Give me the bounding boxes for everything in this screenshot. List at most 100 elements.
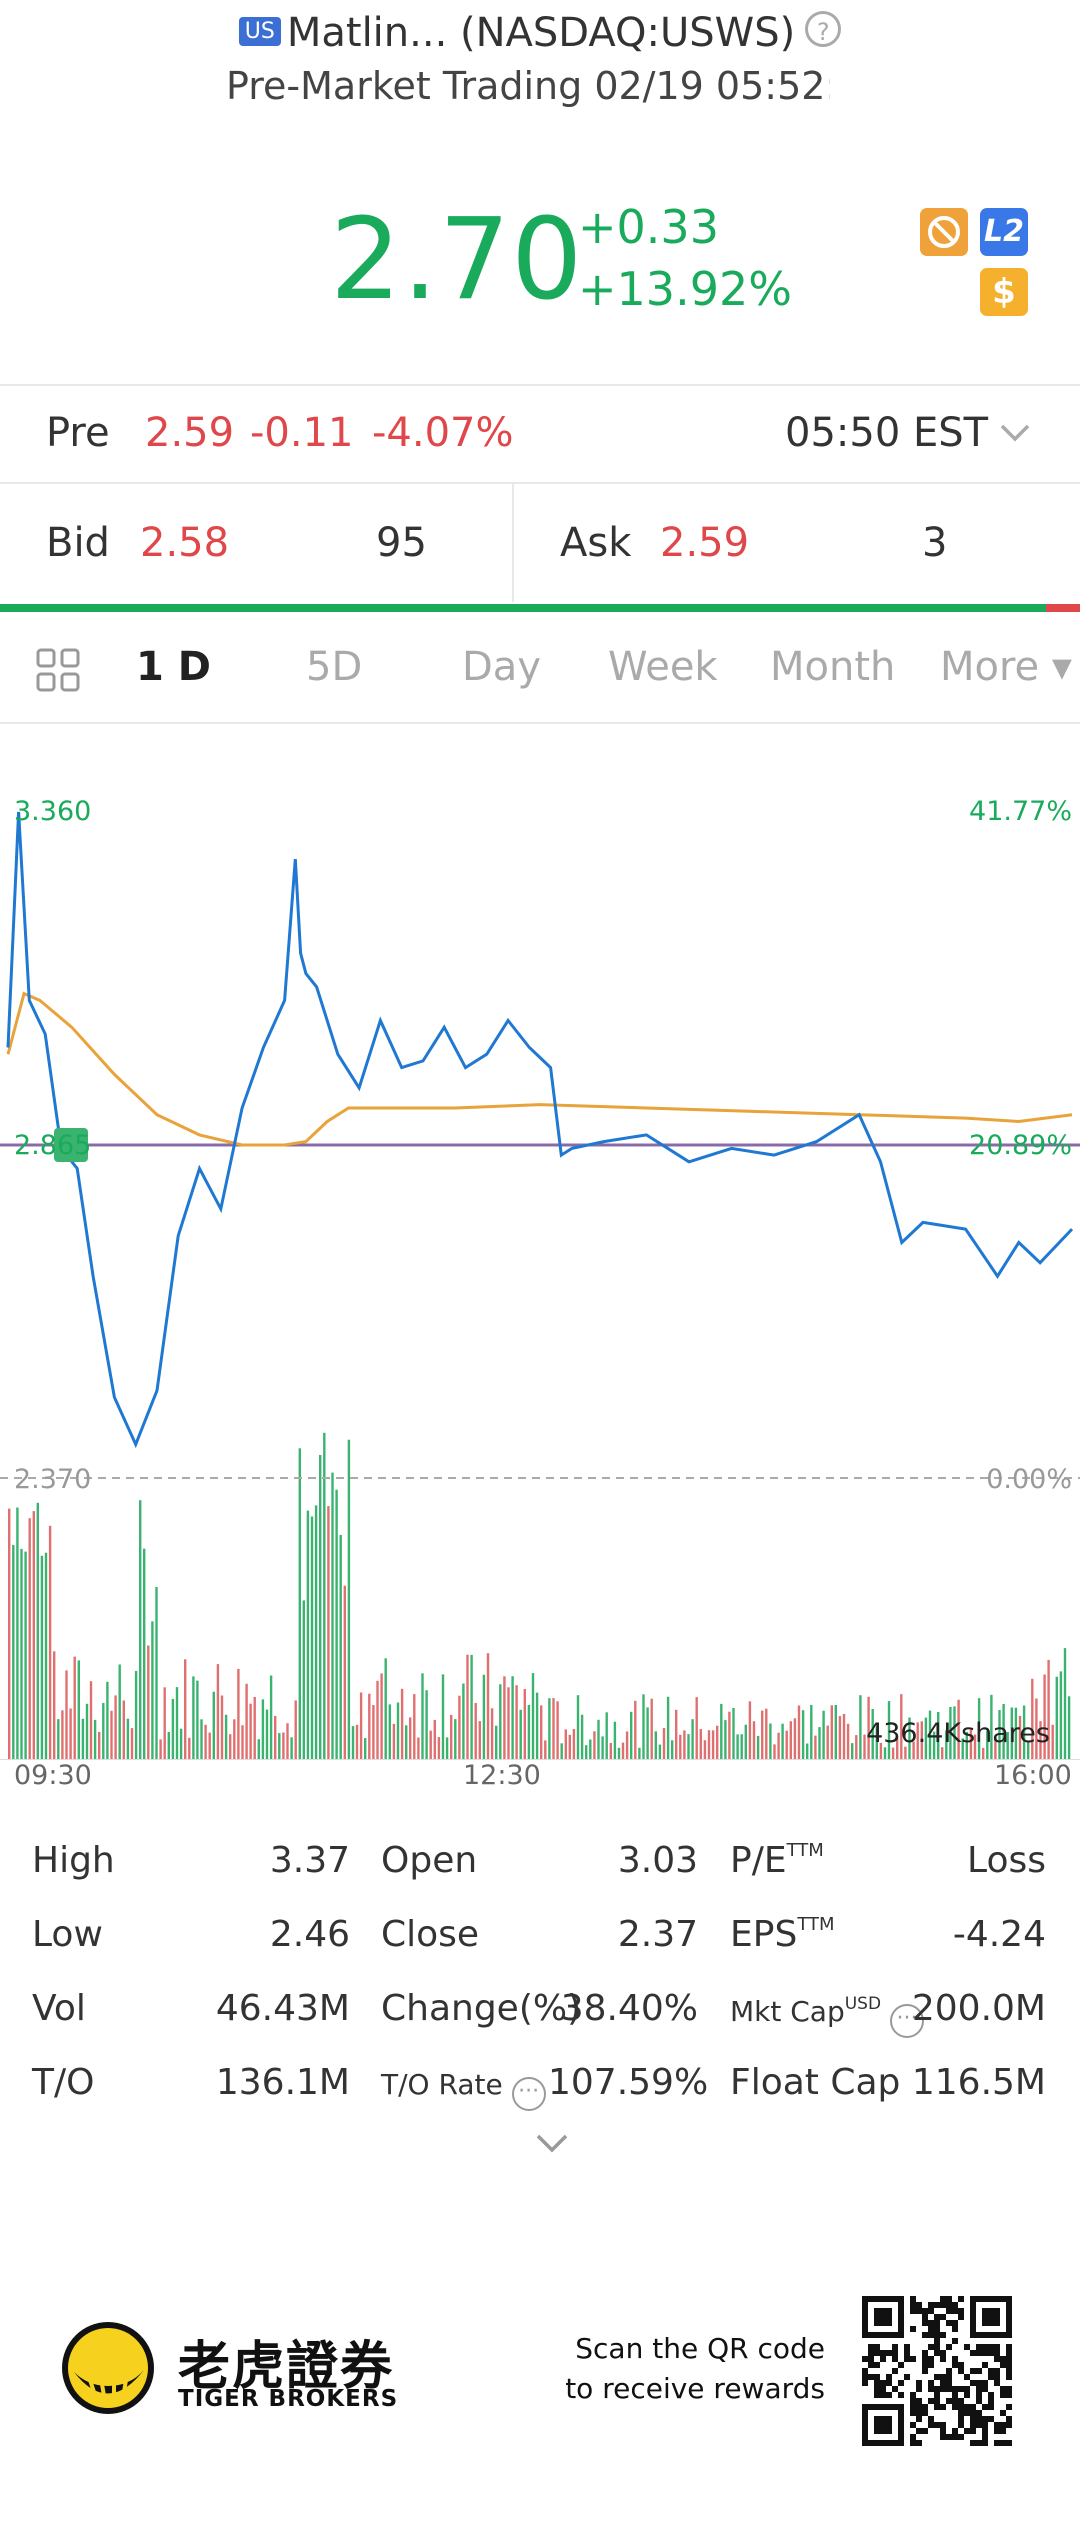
- no-short-icon[interactable]: [920, 208, 968, 256]
- stat-label-change-pct: Change(%): [381, 1988, 582, 2029]
- ask-price: 2.59: [660, 520, 750, 566]
- dollar-icon[interactable]: $: [980, 268, 1028, 316]
- volume-bar: [842, 1714, 846, 1760]
- volume-bar: [441, 1674, 445, 1760]
- volume-bar: [883, 1747, 887, 1760]
- volume-bar: [364, 1738, 367, 1760]
- volume-bar: [245, 1683, 248, 1760]
- volume-bar: [429, 1730, 432, 1760]
- y-pct-base: 0.00%: [986, 1464, 1072, 1495]
- volume-bar: [421, 1673, 424, 1760]
- volume-bar: [425, 1690, 428, 1760]
- divider: [512, 484, 514, 602]
- volume-bar: [265, 1709, 269, 1760]
- volume-bar: [278, 1733, 281, 1760]
- volume-bar: [380, 1673, 383, 1760]
- volume-bar: [961, 1738, 964, 1760]
- divider: [0, 384, 1080, 386]
- volume-bar: [609, 1743, 612, 1760]
- intraday-chart[interactable]: 3.360 41.77% 2.865 20.89% 2.370 0.00% 43…: [0, 760, 1080, 1760]
- volume-bar: [900, 1694, 903, 1760]
- volume-bar: [269, 1675, 273, 1760]
- volume-bar: [998, 1710, 1001, 1760]
- volume-bar: [654, 1731, 657, 1760]
- volume-bar: [282, 1732, 285, 1760]
- volume-bar: [916, 1722, 919, 1760]
- y-label-top: 3.360: [14, 796, 91, 827]
- volume-bar: [822, 1710, 825, 1760]
- volume-bar: [196, 1680, 199, 1760]
- volume-bar: [965, 1732, 968, 1760]
- volume-bar: [879, 1742, 883, 1760]
- volume-bar: [294, 1700, 297, 1760]
- ask-ratio-bar: [1046, 604, 1080, 612]
- volume-bar: [400, 1688, 404, 1760]
- volume-bar: [1010, 1707, 1013, 1760]
- tab-1d[interactable]: 1 D: [136, 644, 211, 690]
- volume-bar: [990, 1694, 993, 1760]
- volume-bar: [691, 1719, 694, 1760]
- volume-bar: [466, 1654, 469, 1760]
- volume-bar: [126, 1718, 130, 1760]
- volume-bar: [372, 1705, 375, 1760]
- price-change-percent: +13.92%: [578, 262, 792, 316]
- layout-grid-icon[interactable]: [36, 648, 80, 692]
- volume-bar: [89, 1681, 93, 1760]
- tab-month[interactable]: Month: [770, 644, 896, 690]
- volume-bar: [928, 1710, 932, 1760]
- volume-bar: [155, 1587, 158, 1760]
- volume-bar: [433, 1719, 436, 1760]
- stat-value-turnover: 136.1M: [215, 2062, 350, 2103]
- volume-bar: [625, 1731, 629, 1760]
- expand-chevron-icon[interactable]: [530, 2128, 574, 2158]
- volume-bar: [1059, 1671, 1063, 1760]
- volume-bar: [61, 1710, 64, 1760]
- volume-bar: [474, 1702, 477, 1760]
- y-pct-top: 41.77%: [969, 796, 1072, 827]
- volume-bar: [613, 1721, 617, 1760]
- volume-bar: [396, 1702, 400, 1760]
- volume-bar: [8, 1508, 11, 1760]
- volume-bar: [908, 1717, 911, 1760]
- volume-bar: [40, 1555, 44, 1760]
- volume-bar: [499, 1684, 502, 1760]
- volume-bar: [867, 1696, 870, 1760]
- stat-value-high: 3.37: [269, 1840, 350, 1881]
- tab-5d[interactable]: 5D: [306, 644, 363, 690]
- tab-week[interactable]: Week: [608, 644, 718, 690]
- tab-more[interactable]: More ▾: [940, 644, 1072, 690]
- qr-code-icon: [862, 2296, 1012, 2446]
- volume-bar: [732, 1708, 735, 1760]
- stat-value-low: 2.46: [269, 1914, 350, 1955]
- volume-bar: [572, 1729, 576, 1760]
- volume-bar: [621, 1742, 625, 1760]
- volume-bar: [666, 1696, 670, 1760]
- stat-label-open: Open: [381, 1840, 478, 1881]
- volume-bar: [310, 1516, 314, 1760]
- volume-bar: [617, 1747, 621, 1760]
- volume-bar: [486, 1653, 490, 1760]
- stat-value-eps: -4.24: [952, 1914, 1046, 1955]
- volume-bar: [1006, 1732, 1009, 1760]
- pre-price: 2.59: [145, 410, 235, 456]
- bid-ratio-bar: [0, 604, 1046, 612]
- volume-bar: [523, 1689, 526, 1760]
- volume-bar: [32, 1511, 35, 1760]
- more-info-icon[interactable]: ···: [889, 2004, 924, 2038]
- volume-bar: [57, 1719, 60, 1760]
- chevron-down-icon[interactable]: [998, 410, 1032, 462]
- volume-bar: [756, 1735, 760, 1760]
- volume-bar: [167, 1732, 170, 1760]
- bid-label: Bid: [46, 520, 110, 566]
- stat-value-float-cap: 116.5M: [911, 2062, 1046, 2103]
- volume-bar: [818, 1727, 821, 1760]
- volume-bar: [339, 1534, 342, 1760]
- volume-bar: [687, 1734, 690, 1760]
- volume-bar: [53, 1651, 56, 1760]
- volume-bar: [846, 1723, 850, 1760]
- level2-icon[interactable]: L2: [980, 208, 1028, 256]
- volume-bar: [343, 1585, 346, 1760]
- question-circle-icon[interactable]: ?: [805, 11, 842, 47]
- more-info-icon[interactable]: ···: [511, 2077, 546, 2111]
- tab-day[interactable]: Day: [462, 644, 541, 690]
